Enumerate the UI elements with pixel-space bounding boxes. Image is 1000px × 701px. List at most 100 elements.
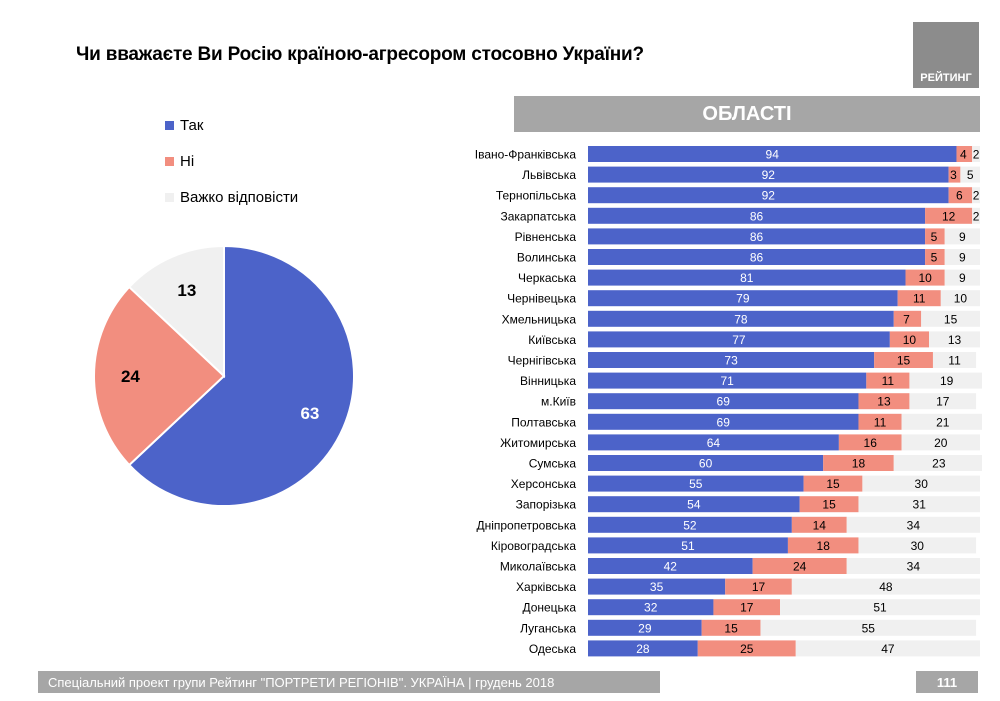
bar-segment-yes xyxy=(588,516,792,533)
bar-value-hard: 30 xyxy=(911,539,925,553)
bar-segment-no xyxy=(791,516,847,533)
bar-value-yes: 60 xyxy=(699,457,713,471)
bar-segment-no xyxy=(925,228,945,245)
bar-segment-no xyxy=(893,310,922,327)
category-label: Львівська xyxy=(522,168,576,182)
category-label: Івано-Франківська xyxy=(475,148,577,162)
bar-segment-no xyxy=(897,290,941,307)
bar-segment-yes xyxy=(588,146,957,162)
bar-segment-yes xyxy=(588,393,859,410)
bar-value-yes: 81 xyxy=(740,271,754,285)
bar-segment-hard xyxy=(940,290,980,307)
bar-segment-hard xyxy=(944,228,980,245)
bar-segment-yes xyxy=(588,352,875,368)
bar-segment-hard xyxy=(795,640,980,657)
bar-value-hard: 30 xyxy=(915,477,929,491)
pie-slice-hard xyxy=(127,244,225,379)
bar-segment-yes xyxy=(588,640,698,657)
category-label: Дніпропетровська xyxy=(476,518,576,532)
bar-value-yes: 28 xyxy=(636,642,650,656)
bar-value-no: 14 xyxy=(813,518,827,532)
category-label: Миколаївська xyxy=(500,560,577,574)
bar-segment-hard xyxy=(972,187,980,204)
bar-segment-hard xyxy=(846,558,980,574)
bar-value-no: 6 xyxy=(956,189,963,203)
bar-value-hard: 2 xyxy=(973,209,980,223)
bar-segment-no xyxy=(874,352,933,368)
section-header: ОБЛАСТІ xyxy=(514,96,980,132)
bar-value-hard: 23 xyxy=(932,457,946,471)
bar-segment-hard xyxy=(909,393,977,410)
bar-value-no: 5 xyxy=(931,230,938,244)
category-label: Херсонська xyxy=(511,477,577,491)
bar-value-no: 16 xyxy=(864,436,878,450)
page-title: Чи вважаєте Ви Росію країною-агресором с… xyxy=(76,44,644,65)
bar-value-no: 24 xyxy=(793,560,807,574)
bar-value-yes: 42 xyxy=(664,560,678,574)
bar-value-yes: 92 xyxy=(762,168,776,182)
bar-value-yes: 71 xyxy=(720,374,734,388)
bar-value-yes: 51 xyxy=(681,539,695,553)
bar-segment-no xyxy=(948,187,973,204)
bar-segment-yes xyxy=(588,578,726,595)
bar-value-hard: 34 xyxy=(907,518,921,532)
legend-label-hard: Важко відповісти xyxy=(180,188,299,206)
bar-segment-hard xyxy=(791,578,980,595)
bar-value-hard: 2 xyxy=(973,148,980,162)
bar-segment-no xyxy=(858,393,910,410)
bar-segment-hard xyxy=(858,496,980,513)
bar-segment-yes xyxy=(588,434,839,451)
category-label: Хмельницька xyxy=(502,312,577,326)
bar-value-hard: 13 xyxy=(948,333,962,347)
bar-value-no: 15 xyxy=(897,354,911,368)
category-label: Одеська xyxy=(529,642,577,656)
legend-swatch-yes xyxy=(165,120,174,130)
category-label: Черкаська xyxy=(518,271,576,285)
bar-segment-hard xyxy=(901,434,980,451)
bar-value-yes: 78 xyxy=(734,312,748,326)
bar-segment-no xyxy=(725,578,792,595)
bar-value-no: 17 xyxy=(740,601,754,615)
bar-segment-no xyxy=(752,558,847,574)
bar-segment-hard xyxy=(944,269,980,286)
category-label: Харківська xyxy=(516,580,576,594)
bar-segment-hard xyxy=(901,413,982,430)
bar-segment-yes xyxy=(588,496,800,513)
bar-value-yes: 77 xyxy=(732,333,746,347)
bar-value-hard: 9 xyxy=(959,251,966,265)
bar-value-yes: 92 xyxy=(762,189,776,203)
bar-value-hard: 47 xyxy=(881,642,895,656)
bar-value-yes: 94 xyxy=(766,148,780,162)
bar-value-yes: 64 xyxy=(707,436,721,450)
pie-label-no: 24 xyxy=(121,367,140,386)
bar-value-hard: 10 xyxy=(954,292,968,306)
bar-segment-hard xyxy=(862,475,980,492)
bar-segment-yes xyxy=(588,413,859,430)
bar-value-no: 11 xyxy=(882,374,895,388)
bar-segment-no xyxy=(838,434,902,451)
bar-value-no: 10 xyxy=(903,333,917,347)
bar-value-no: 11 xyxy=(874,415,887,429)
bar-value-yes: 69 xyxy=(717,395,731,409)
pie-slice-no xyxy=(93,285,226,467)
bar-segment-no xyxy=(697,640,796,657)
bar-value-no: 18 xyxy=(817,539,831,553)
bar-segment-yes xyxy=(588,537,788,554)
pie-label-yes: 63 xyxy=(300,404,319,423)
legend-swatch-no xyxy=(165,156,174,166)
page-number: 111 xyxy=(916,671,978,693)
bar-value-hard: 9 xyxy=(959,271,966,285)
bar-value-no: 3 xyxy=(950,168,957,182)
bar-segment-yes xyxy=(588,558,753,574)
footer-bar: Спеціальний проект групи Рейтинг "ПОРТРЕ… xyxy=(38,671,660,693)
legend-swatch-hard xyxy=(165,192,174,202)
bar-value-hard: 48 xyxy=(879,580,893,594)
bar-value-yes: 54 xyxy=(687,498,701,512)
bar-segment-no xyxy=(823,455,894,471)
category-label: м.Київ xyxy=(541,395,576,409)
legend-label-yes: Так xyxy=(180,116,204,134)
bar-segment-hard xyxy=(760,619,977,636)
bar-value-yes: 79 xyxy=(736,292,750,306)
bar-value-hard: 5 xyxy=(967,168,974,182)
